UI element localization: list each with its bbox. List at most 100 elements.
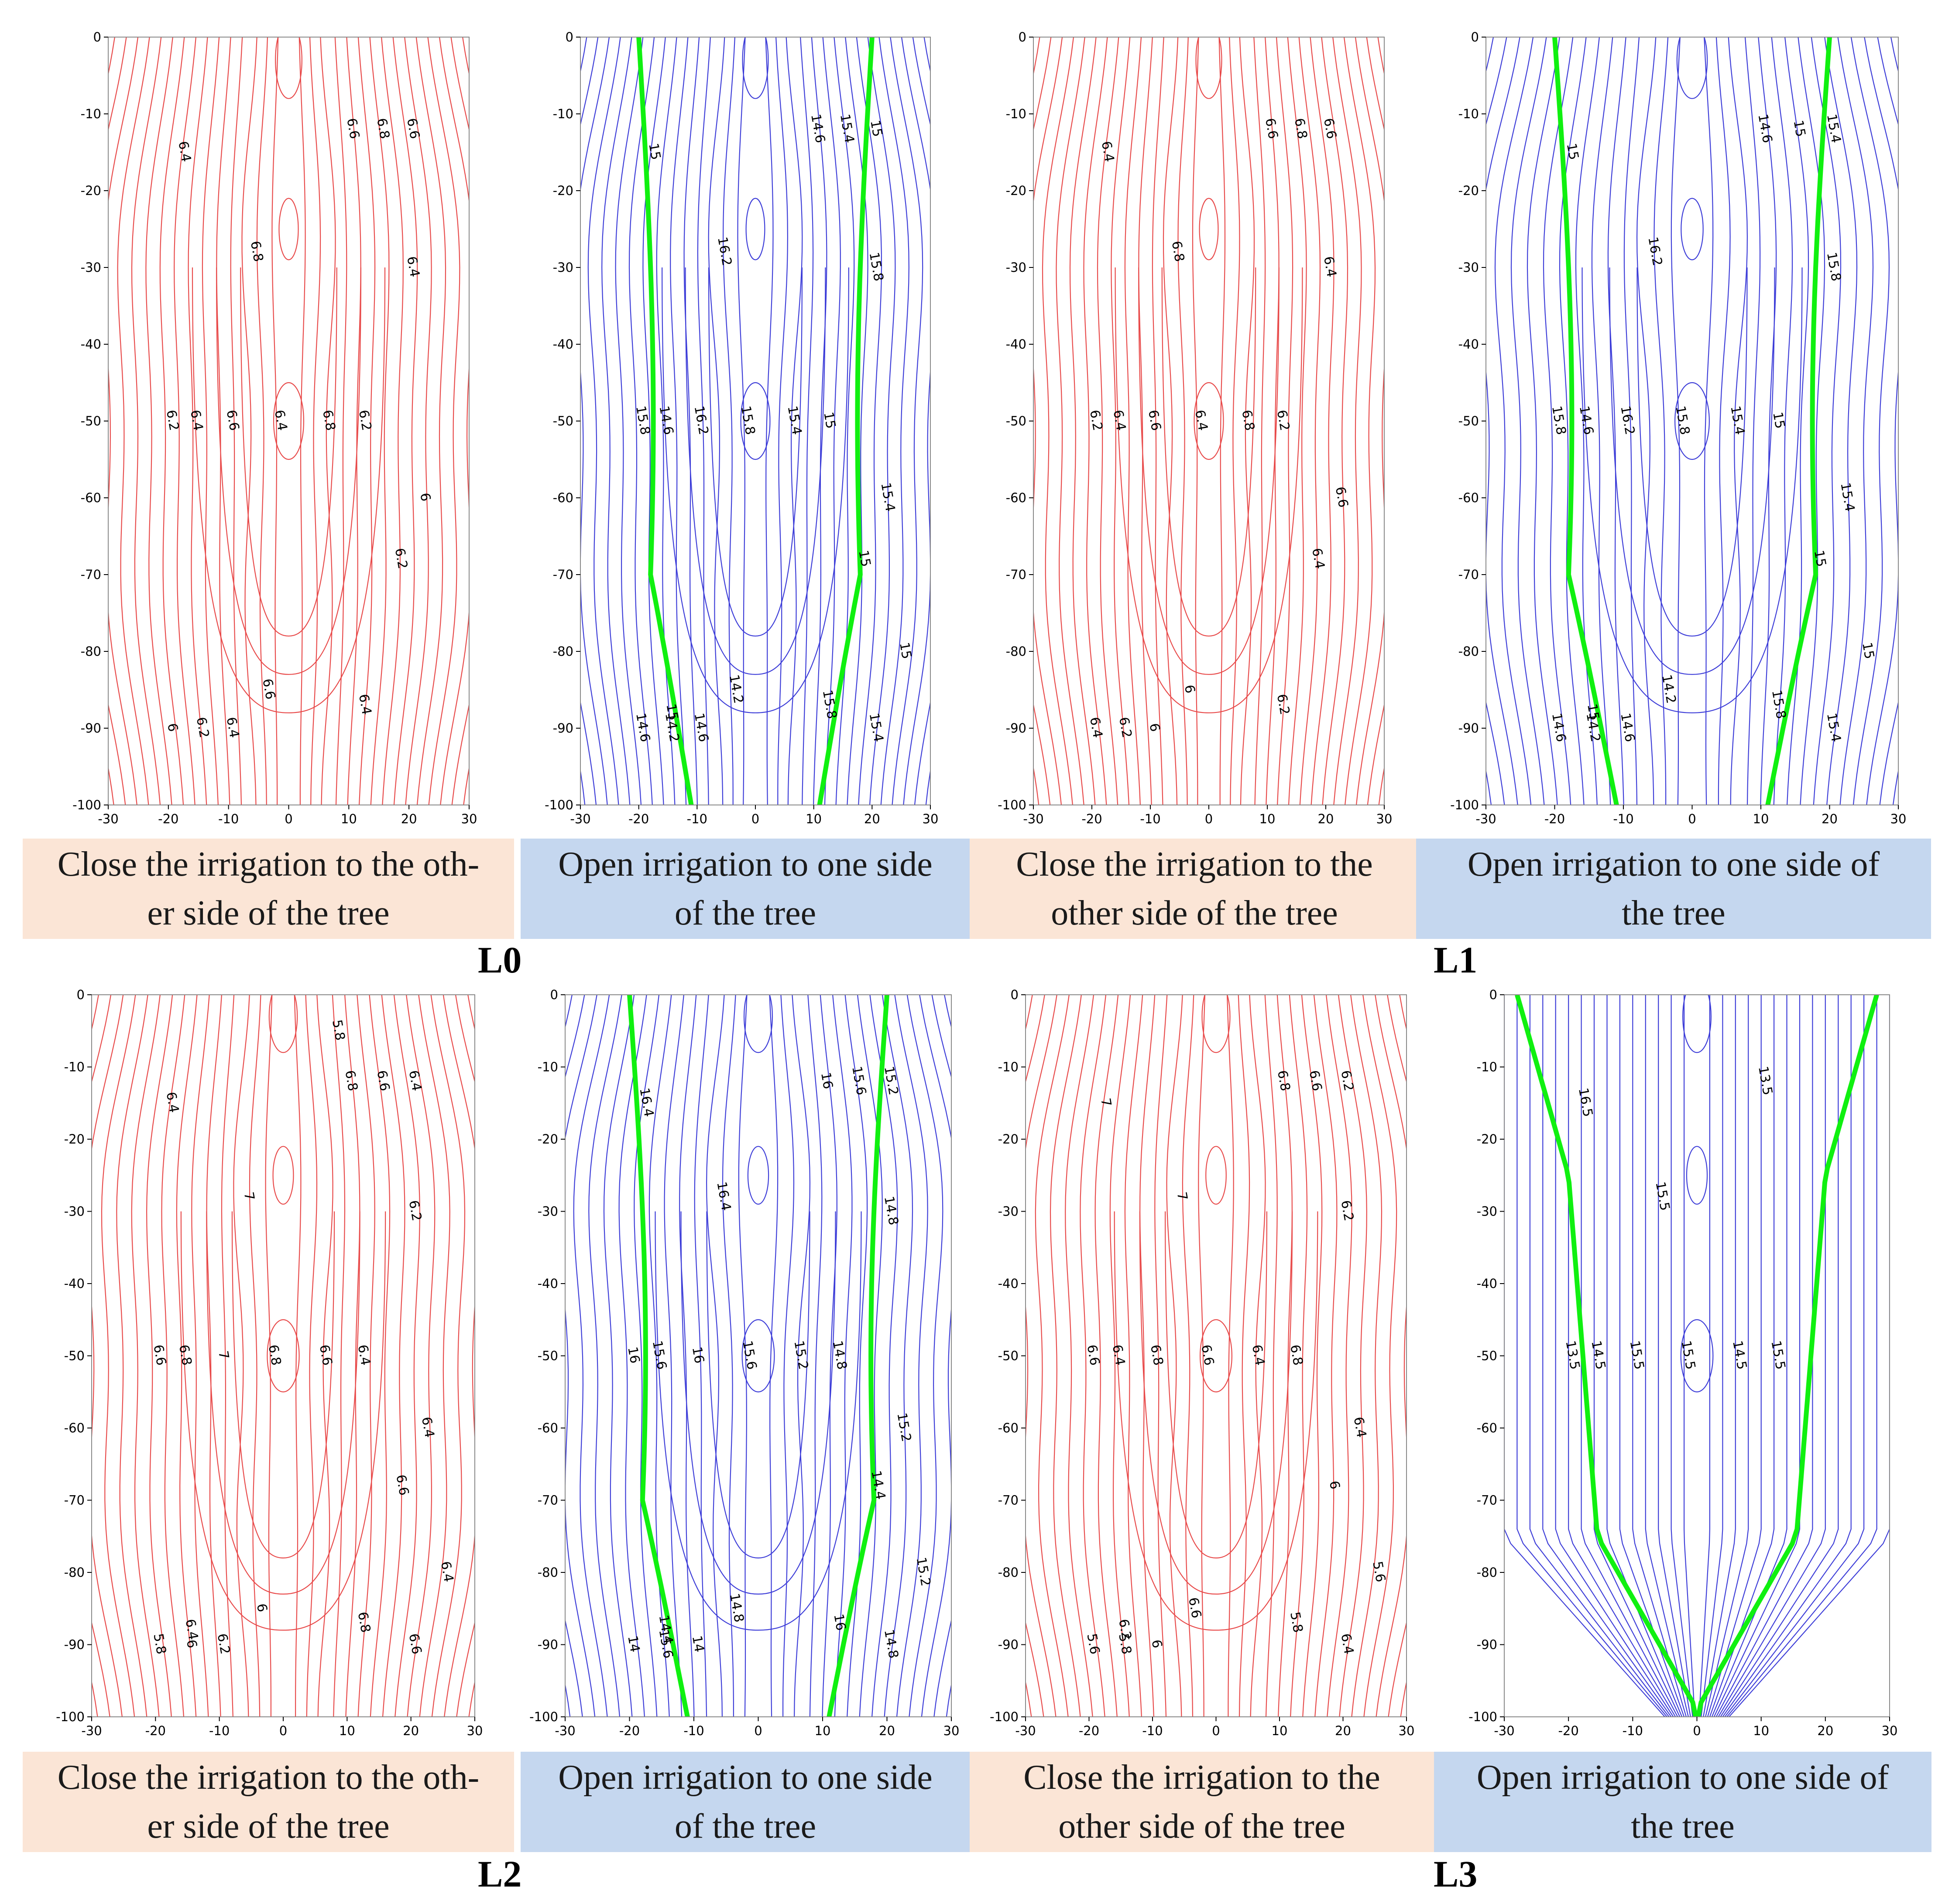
caption-l1-close: Close the irrigation to the other side o… xyxy=(970,839,1419,939)
contour-labels: 6.4 6.8 6.6 6.4 6.8 6.2 6.2 6.4 6.6 6.8 6.6 6.4 6 6.2… xyxy=(163,117,433,739)
contour-label: 6.8 xyxy=(1274,1069,1293,1092)
contour-ring xyxy=(1194,382,1224,460)
contour-line xyxy=(1192,37,1199,805)
axes: -30 -20 -10 0 10 20 300-10-20-30-40-50-60-70-8… xyxy=(72,30,477,826)
contour-label: 15.4 xyxy=(866,712,886,743)
contour-line xyxy=(206,1211,360,1595)
contour-line xyxy=(1276,995,1293,1717)
contour-label: 13.5 xyxy=(1755,1065,1775,1096)
contour-line xyxy=(320,37,336,805)
plot-area xyxy=(1025,994,1407,1717)
contour-line xyxy=(1332,37,1362,805)
contour-label: 14.6 xyxy=(808,113,828,144)
y-tick-label: -70 xyxy=(64,1493,85,1508)
y-tick-label: -60 xyxy=(1477,1421,1497,1435)
caption-l2-close: Close the irrigation to the oth- er side… xyxy=(23,1752,514,1852)
y-tick-label: -70 xyxy=(1458,567,1479,582)
contour-line xyxy=(1050,995,1082,1717)
contour-line xyxy=(1166,995,1183,1717)
contour-label: 6.8 xyxy=(1147,1343,1166,1366)
caption-line: Open irrigation to one side xyxy=(558,1758,933,1797)
y-tick-label: -70 xyxy=(998,1493,1019,1508)
contour-line xyxy=(1343,37,1376,805)
y-tick-label: -50 xyxy=(1458,414,1479,428)
group-label-l2: L2 xyxy=(478,1853,522,1895)
contour-ring xyxy=(741,1319,775,1393)
contour-line xyxy=(1486,37,1520,805)
contour-line xyxy=(241,37,257,805)
contour-label: 15 xyxy=(867,119,885,138)
contour-line xyxy=(1161,267,1256,637)
contour-line xyxy=(439,37,469,805)
contour-line xyxy=(722,37,735,805)
contour-line xyxy=(1035,995,1070,1717)
contour-lines xyxy=(108,37,469,805)
contour-line xyxy=(1321,37,1348,805)
contour-line xyxy=(174,37,196,805)
plot-frame xyxy=(1485,37,1899,805)
contour-label: 6.6 xyxy=(1198,1343,1217,1366)
x-tick-label: -20 xyxy=(1079,1723,1099,1738)
contour-line xyxy=(1724,995,1865,1717)
y-tick-label: -80 xyxy=(1006,644,1026,659)
contour-ring xyxy=(1686,1146,1708,1205)
contour-line xyxy=(1715,37,1731,805)
contour-label: 6.8 xyxy=(374,117,392,140)
x-tick-label: 0 xyxy=(285,812,292,826)
contour-label: 16.2 xyxy=(714,236,734,267)
y-tick-label: -90 xyxy=(553,721,573,736)
contour-line xyxy=(834,37,855,805)
contour-line xyxy=(1837,37,1874,805)
contour-line xyxy=(101,995,136,1717)
x-tick-label: 0 xyxy=(1693,1723,1701,1738)
y-tick-label: -100 xyxy=(529,1709,558,1724)
contour-label: 6.2 xyxy=(1274,693,1293,716)
contour-line xyxy=(685,267,826,675)
y-tick-label: -100 xyxy=(990,1709,1019,1724)
contour-plot-l1-close: -30 -20 -10 0 10 20 300-10-20-30-40-50-60-70-8… xyxy=(998,30,1392,826)
contour-label: 6.6 xyxy=(316,1343,335,1366)
contour-label: 16 xyxy=(830,1613,848,1632)
contour-label: 15.8 xyxy=(738,404,758,436)
contour-label: 6.8 xyxy=(176,1343,195,1366)
y-tick-label: -20 xyxy=(64,1132,85,1147)
contour-line xyxy=(216,267,361,675)
plot-area xyxy=(580,37,931,805)
contour-label: 15 xyxy=(645,142,663,161)
contour-line xyxy=(1033,37,1063,805)
contour-ring xyxy=(743,995,773,1053)
contour-line xyxy=(811,37,827,805)
contour-label: 15 xyxy=(820,411,838,430)
contour-label: 6.4 xyxy=(1351,1416,1369,1439)
contour-plot-l0-open: -30 -20 -10 0 10 20 300-10-20-30-40-50-60-70-8… xyxy=(545,30,938,826)
contour-line xyxy=(1683,995,1695,1717)
axes: -30 -20 -10 0 10 20 300-10-20-30-40-50-60-70-8… xyxy=(1450,30,1906,826)
contour-label: 6.4 xyxy=(419,1416,437,1439)
group-label-l1: L1 xyxy=(1434,939,1478,981)
contour-line xyxy=(233,995,250,1717)
contour-line xyxy=(1529,995,1670,1717)
axes: -30 -20 -10 0 10 20 300-10-20-30-40-50-60-70-8… xyxy=(990,987,1414,1738)
y-tick-label: -80 xyxy=(64,1565,85,1580)
y-tick-label: -80 xyxy=(998,1565,1019,1580)
contour-line xyxy=(1581,267,1803,713)
y-tick-label: -60 xyxy=(1006,490,1026,505)
contour-lines xyxy=(1486,37,1898,805)
y-tick-label: -80 xyxy=(538,1565,558,1580)
x-tick-label: 20 xyxy=(403,1723,419,1738)
contour-line xyxy=(159,37,185,805)
contour-label: 15.2 xyxy=(913,1556,933,1587)
contour-label: 6.6 xyxy=(343,117,362,140)
caption-line: Open irrigation to one side xyxy=(558,845,933,884)
contour-line xyxy=(1264,995,1278,1717)
contour-line xyxy=(131,995,161,1717)
contour-label: 15.8 xyxy=(866,251,886,282)
contour-label: 6 xyxy=(164,722,181,733)
contour-label: 6.8 xyxy=(247,240,266,263)
contour-line xyxy=(1362,995,1397,1717)
contour-line xyxy=(1555,995,1674,1717)
contour-line xyxy=(1709,995,1775,1717)
contour-label: 15 xyxy=(1584,702,1602,722)
contour-line xyxy=(1698,995,1711,1717)
highlight-contour xyxy=(817,37,875,805)
